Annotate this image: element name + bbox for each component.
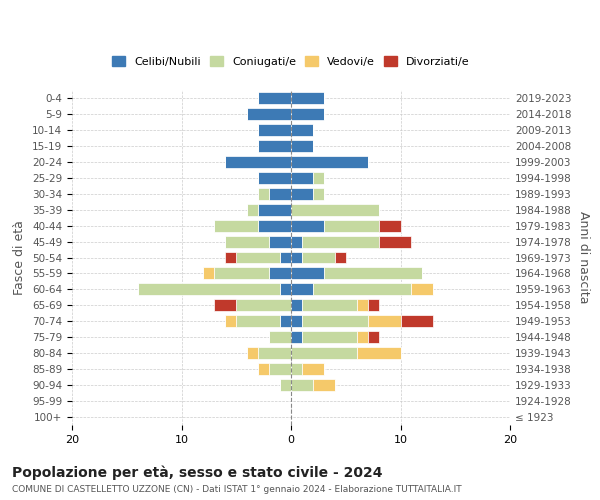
Bar [258,347,291,359]
Bar [335,252,346,264]
Bar [313,172,324,184]
Bar [291,108,324,120]
Bar [368,316,401,328]
Bar [247,204,258,216]
Bar [291,300,302,312]
Bar [226,316,236,328]
Bar [258,188,269,200]
Bar [356,332,368,343]
Bar [291,156,368,168]
Bar [291,316,302,328]
Bar [269,363,291,375]
Bar [280,252,291,264]
Bar [291,252,302,264]
Bar [269,236,291,248]
Bar [313,284,412,296]
Bar [368,300,379,312]
Bar [291,140,313,152]
Bar [236,252,280,264]
Bar [138,284,280,296]
Bar [291,236,302,248]
Bar [401,316,433,328]
Bar [302,236,379,248]
Bar [291,188,313,200]
Y-axis label: Anni di nascita: Anni di nascita [577,211,590,304]
Bar [269,268,291,280]
Bar [258,172,291,184]
Bar [302,316,368,328]
Bar [379,220,401,232]
Bar [302,363,324,375]
Bar [203,268,214,280]
Bar [214,300,236,312]
Bar [324,268,422,280]
Bar [214,268,269,280]
Bar [280,284,291,296]
Bar [291,332,302,343]
Bar [226,236,269,248]
Bar [291,363,302,375]
Bar [236,316,280,328]
Bar [258,204,291,216]
Bar [356,300,368,312]
Bar [258,220,291,232]
Bar [236,300,291,312]
Legend: Celibi/Nubili, Coniugati/e, Vedovi/e, Divorziati/e: Celibi/Nubili, Coniugati/e, Vedovi/e, Di… [108,52,474,72]
Bar [356,347,401,359]
Bar [247,347,258,359]
Y-axis label: Fasce di età: Fasce di età [13,220,26,295]
Bar [280,379,291,391]
Bar [313,188,324,200]
Bar [269,332,291,343]
Bar [226,156,291,168]
Bar [302,332,356,343]
Bar [324,220,379,232]
Bar [247,108,291,120]
Bar [280,316,291,328]
Bar [226,252,236,264]
Bar [291,268,324,280]
Bar [269,188,291,200]
Bar [302,300,356,312]
Text: Popolazione per età, sesso e stato civile - 2024: Popolazione per età, sesso e stato civil… [12,465,383,479]
Bar [379,236,412,248]
Bar [313,379,335,391]
Bar [291,124,313,136]
Bar [291,92,324,104]
Text: COMUNE DI CASTELLETTO UZZONE (CN) - Dati ISTAT 1° gennaio 2024 - Elaborazione TU: COMUNE DI CASTELLETTO UZZONE (CN) - Dati… [12,485,461,494]
Bar [302,252,335,264]
Bar [368,332,379,343]
Bar [214,220,258,232]
Bar [291,347,356,359]
Bar [258,363,269,375]
Bar [291,204,379,216]
Bar [291,379,313,391]
Bar [258,92,291,104]
Bar [291,284,313,296]
Bar [412,284,433,296]
Bar [291,172,313,184]
Bar [291,220,324,232]
Bar [258,124,291,136]
Bar [258,140,291,152]
